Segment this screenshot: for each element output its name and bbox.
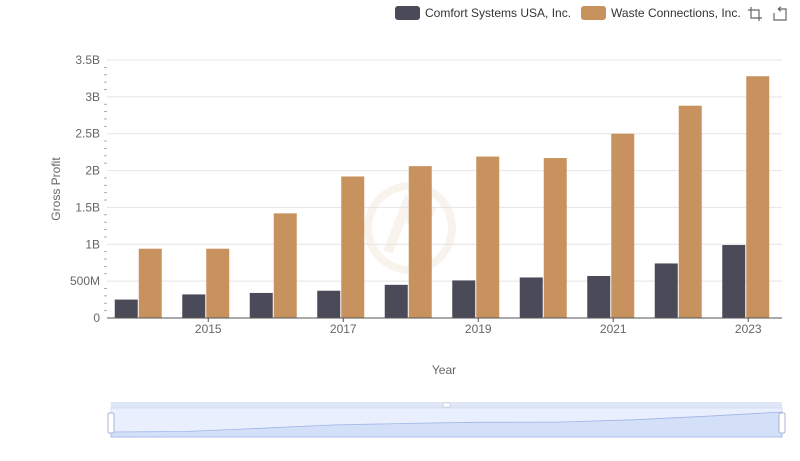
bar-comfort-systems-2015[interactable]: [182, 294, 206, 318]
data-zoom-right-handle[interactable]: [778, 412, 786, 434]
bar-waste-connections-2023[interactable]: [746, 76, 770, 319]
x-tick-label: 2015: [195, 322, 222, 336]
y-tick-label: 1B: [85, 237, 100, 251]
y-tick-label: 500M: [70, 274, 100, 288]
bar-waste-connections-2020[interactable]: [543, 158, 567, 318]
zoom-select-icon[interactable]: [747, 6, 763, 22]
legend-label-comfort-systems: Comfort Systems USA, Inc.: [425, 6, 572, 20]
data-zoom-preview-area: [110, 411, 783, 438]
bar-comfort-systems-2016[interactable]: [249, 292, 273, 318]
toolbox: [747, 6, 788, 22]
bar-comfort-systems-2021[interactable]: [587, 275, 611, 318]
bar-waste-connections-2016[interactable]: [273, 213, 297, 318]
bar-waste-connections-2018[interactable]: [408, 166, 432, 318]
legend-swatch-waste-connections: [581, 6, 607, 20]
data-zoom-drag-grip[interactable]: [442, 402, 451, 408]
x-tick-label: 2019: [465, 322, 492, 336]
legend: Comfort Systems USA, Inc. Waste Connecti…: [395, 4, 751, 22]
bar-comfort-systems-2022[interactable]: [654, 263, 678, 318]
y-tick-label: 3B: [85, 90, 100, 104]
y-tick-label: 0: [93, 311, 100, 325]
x-tick-label: 2023: [735, 322, 762, 336]
legend-item-comfort-systems[interactable]: Comfort Systems USA, Inc.: [395, 6, 571, 20]
x-tick-label: 2017: [330, 322, 357, 336]
bar-comfort-systems-2018[interactable]: [384, 284, 408, 318]
bars: [114, 76, 770, 319]
bar-waste-connections-2015[interactable]: [206, 248, 230, 318]
legend-label-waste-connections: Waste Connections, Inc.: [611, 6, 741, 20]
axes: 0 500M 1B 1.5B 2B 2.5B 3B 3.5B 2015 2017 2019 2021 2…: [70, 53, 782, 336]
bar-waste-connections-2017[interactable]: [341, 176, 365, 318]
data-zoom-slider[interactable]: [107, 402, 786, 438]
y-tick-label: 3.5B: [75, 53, 100, 67]
bar-waste-connections-2021[interactable]: [611, 133, 635, 318]
data-zoom-left-handle[interactable]: [107, 412, 115, 434]
zoom-reset-icon[interactable]: [772, 6, 788, 22]
bar-comfort-systems-2019[interactable]: [452, 280, 476, 318]
bar-comfort-systems-2023[interactable]: [722, 245, 746, 318]
legend-swatch-comfort-systems: [395, 6, 420, 20]
y-tick-label: 2B: [85, 164, 100, 178]
y-axis-title: Gross Profit: [49, 157, 63, 221]
bar-waste-connections-2019[interactable]: [476, 156, 500, 318]
y-tick-label: 1.5B: [75, 200, 100, 214]
legend-item-waste-connections[interactable]: Waste Connections, Inc.: [581, 6, 741, 20]
bar-waste-connections-2014[interactable]: [138, 248, 162, 318]
bar-comfort-systems-2017[interactable]: [317, 290, 341, 318]
bar-comfort-systems-2014[interactable]: [114, 299, 138, 318]
bar-waste-connections-2022[interactable]: [678, 105, 702, 319]
x-tick-label: 2021: [600, 322, 627, 336]
y-tick-label: 2.5B: [75, 127, 100, 141]
x-axis-title: Year: [432, 363, 456, 377]
bar-comfort-systems-2020[interactable]: [519, 277, 543, 318]
